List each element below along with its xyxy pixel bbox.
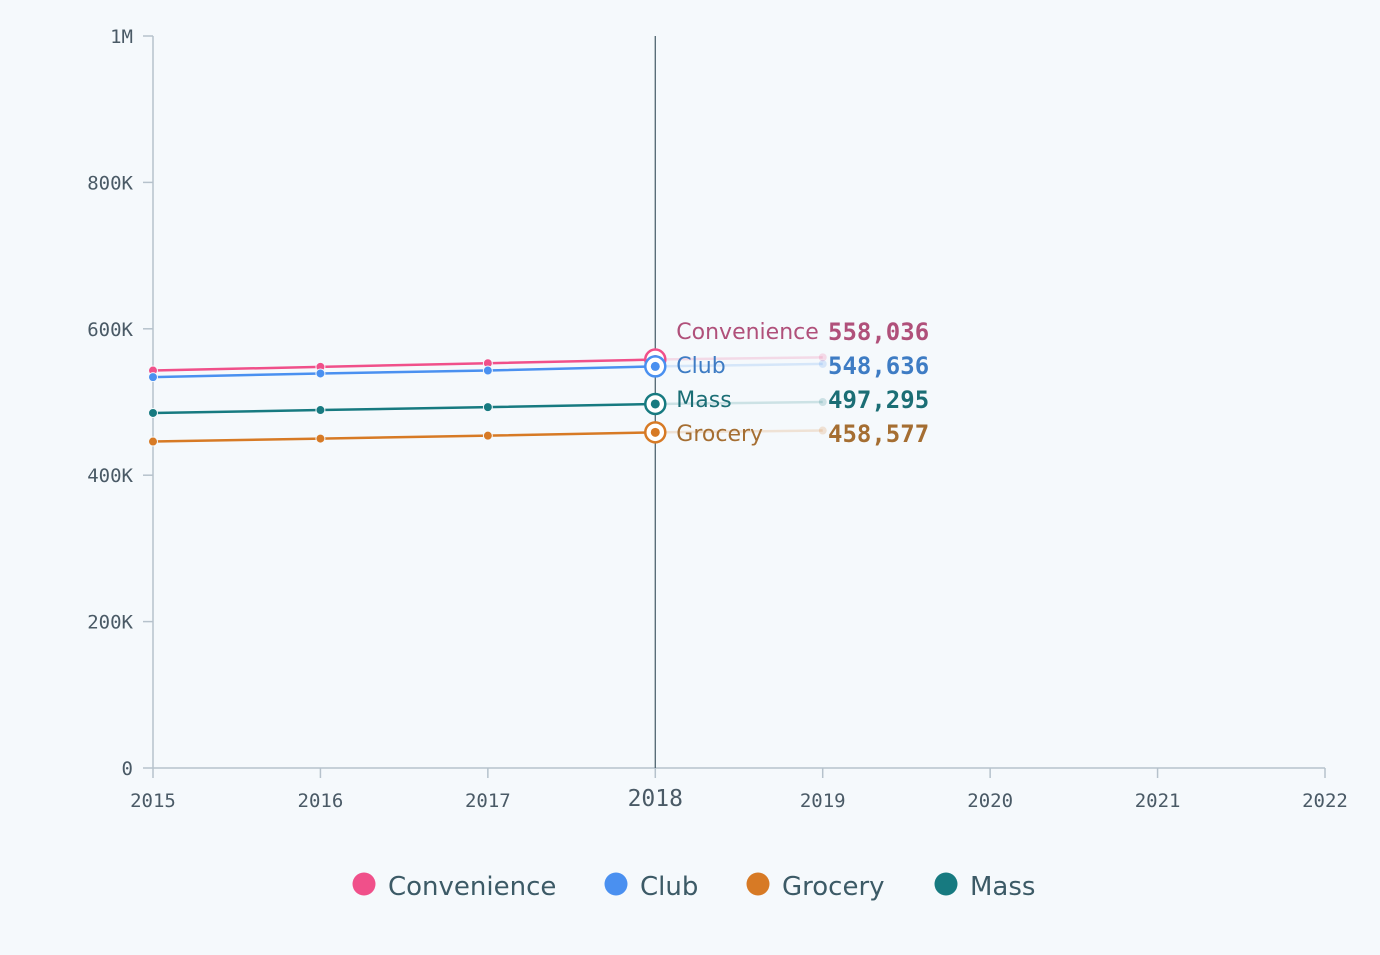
legend-label: Grocery: [782, 872, 885, 902]
data-point: [315, 368, 326, 379]
series-line-future: [655, 429, 823, 434]
x-tick-label: 2020: [967, 790, 1013, 812]
hover-series-value: 558,036: [828, 318, 929, 346]
x-tick-label: 2022: [1302, 790, 1348, 812]
hover-marker-dot: [650, 427, 660, 437]
legend-swatch: [934, 872, 958, 896]
data-point: [482, 430, 493, 441]
legend-label: Convenience: [388, 872, 556, 902]
legend-swatch: [746, 872, 770, 896]
series-line: [152, 431, 656, 443]
hover-marker-dot: [650, 399, 660, 409]
x-tick-label: 2018: [628, 786, 683, 812]
hover-series-value: 548,636: [828, 352, 929, 380]
series-line: [152, 358, 656, 372]
data-point: [817, 397, 828, 407]
data-point: [817, 425, 828, 436]
hover-series-value: 497,295: [828, 386, 929, 414]
data-point: [817, 358, 828, 369]
series-line: [152, 402, 656, 415]
hover-series-name: Mass: [676, 388, 731, 413]
hover-series-name: Grocery: [676, 422, 763, 447]
x-tick-label: 2019: [800, 790, 846, 812]
data-point: [315, 433, 326, 444]
x-tick-label: 2015: [130, 790, 176, 812]
y-tick-label: 800K: [87, 172, 133, 194]
data-point: [482, 365, 493, 376]
series-line-future: [655, 356, 823, 361]
x-tick-label: 2017: [465, 790, 511, 812]
data-point: [148, 372, 158, 383]
y-tick-label: 600K: [87, 319, 133, 341]
y-tick-label: 200K: [87, 612, 133, 634]
x-tick-label: 2016: [298, 790, 344, 812]
y-tick-label: 400K: [87, 465, 133, 487]
hover-marker-dot: [650, 361, 660, 371]
data-point: [148, 436, 158, 447]
hover-series-name: Convenience: [676, 320, 818, 345]
legend-swatch: [352, 872, 376, 896]
series-line: [152, 365, 656, 379]
y-tick-label: 1M: [110, 26, 133, 48]
data-point: [817, 352, 828, 363]
data-point: [482, 402, 493, 413]
series-line-future: [655, 362, 823, 368]
legend-swatch: [604, 872, 628, 896]
legend-label: Mass: [970, 872, 1035, 902]
hover-series-value: 458,577: [828, 420, 929, 448]
legend-label: Club: [640, 872, 698, 902]
data-point: [148, 407, 158, 418]
hover-series-name: Club: [676, 354, 725, 379]
y-tick-label: 0: [122, 758, 133, 780]
x-tick-label: 2021: [1135, 790, 1181, 812]
series-line-future: [655, 400, 823, 406]
data-point: [315, 405, 326, 416]
